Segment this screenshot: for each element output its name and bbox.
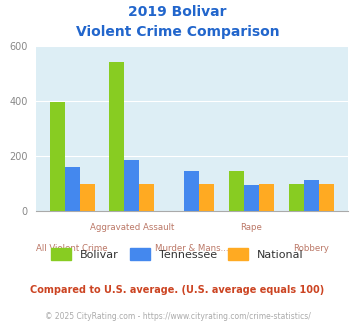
Bar [50,102,65,211]
Text: Murder & Mans...: Murder & Mans... [155,244,229,253]
Bar [80,184,94,211]
Text: Rape: Rape [241,223,262,232]
Text: © 2025 CityRating.com - https://www.cityrating.com/crime-statistics/: © 2025 CityRating.com - https://www.city… [45,312,310,321]
Bar [319,184,334,211]
Text: 2019 Bolivar: 2019 Bolivar [128,5,227,19]
Bar [259,184,274,211]
Bar [229,171,244,211]
Text: Aggravated Assault: Aggravated Assault [90,223,174,232]
Bar [125,159,140,211]
Bar [304,180,319,211]
Legend: Bolivar, Tennessee, National: Bolivar, Tennessee, National [47,244,308,264]
Text: All Violent Crime: All Violent Crime [36,244,108,253]
Bar [289,184,304,211]
Bar [65,167,80,211]
Bar [199,184,214,211]
Bar [140,184,154,211]
Bar [244,185,259,211]
Bar [184,171,199,211]
Bar [109,62,125,211]
Text: Robbery: Robbery [293,244,329,253]
Text: Violent Crime Comparison: Violent Crime Comparison [76,25,279,39]
Text: Compared to U.S. average. (U.S. average equals 100): Compared to U.S. average. (U.S. average … [31,285,324,295]
